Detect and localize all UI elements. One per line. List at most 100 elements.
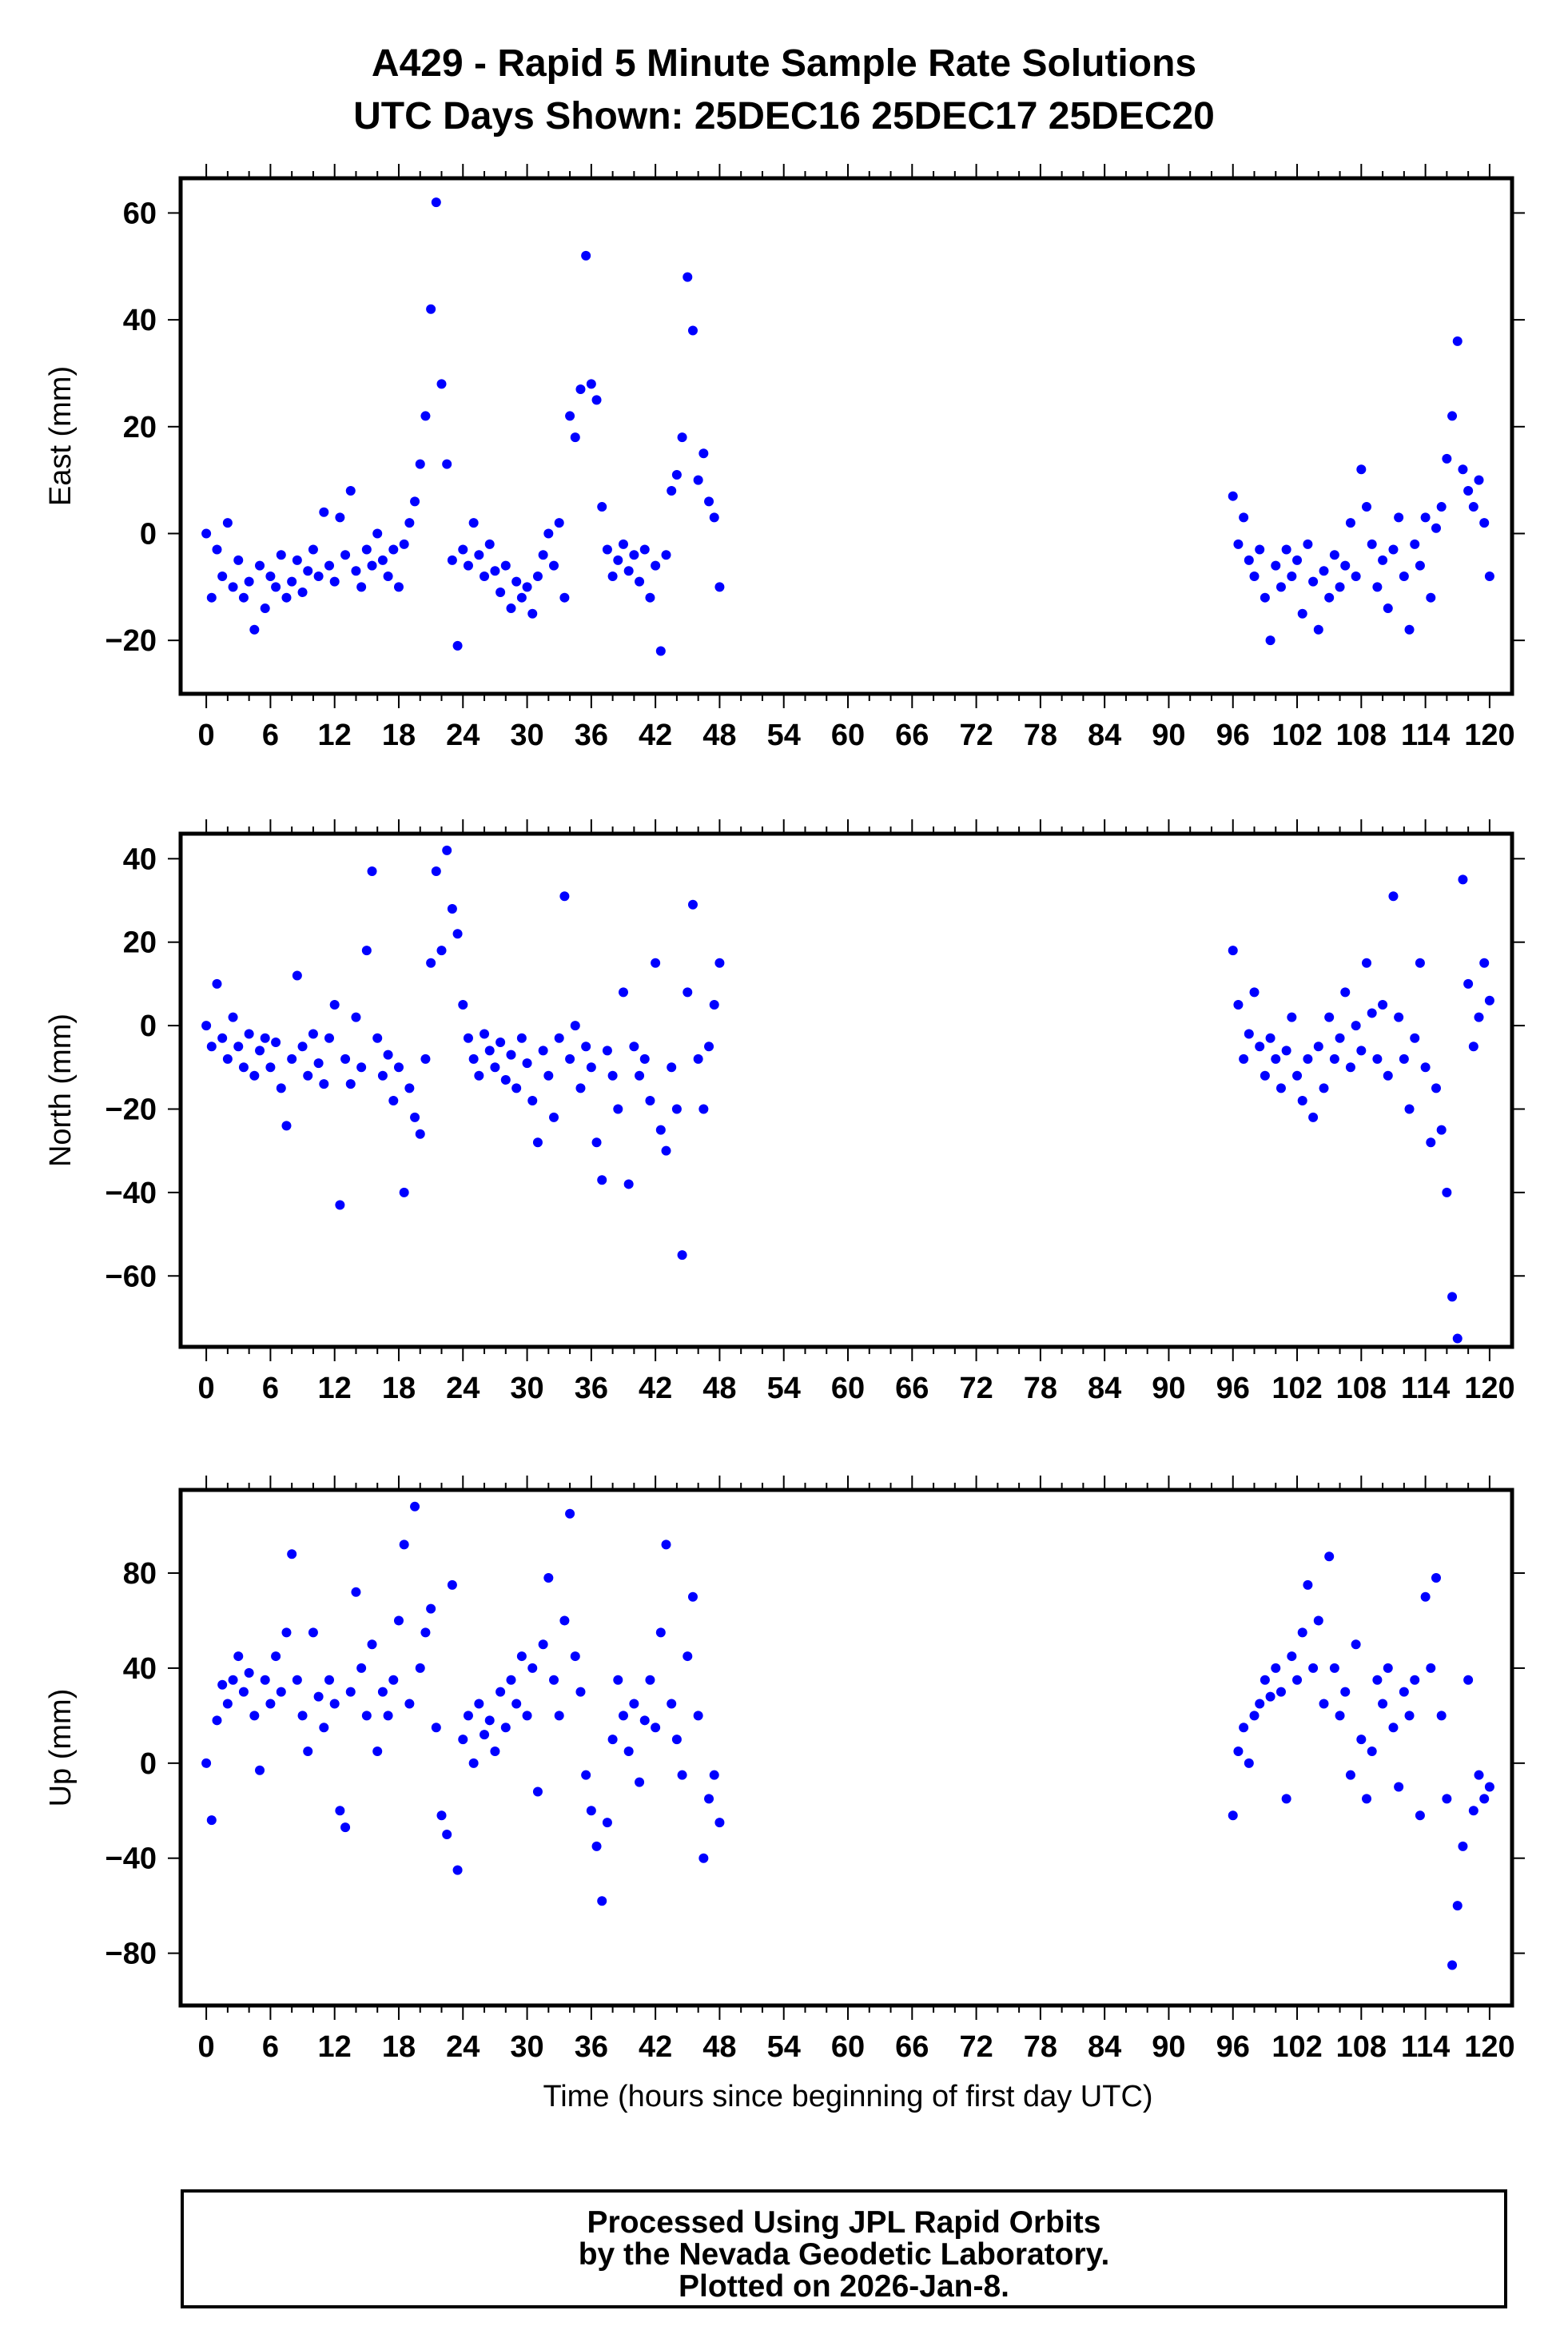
data-point (532, 1137, 543, 1148)
data-point (206, 592, 217, 603)
y-tick-label: 0 (140, 1747, 157, 1781)
data-point (1271, 560, 1281, 571)
data-point (474, 1070, 484, 1081)
data-point (490, 566, 500, 576)
x-tick-label: 84 (1088, 719, 1121, 752)
x-tick-label: 0 (198, 2030, 215, 2064)
data-point (377, 555, 388, 565)
data-point (1394, 1782, 1404, 1792)
data-point (484, 1715, 495, 1726)
x-tick-label: 120 (1464, 1372, 1514, 1405)
data-point (1399, 1687, 1409, 1697)
data-point (1275, 582, 1286, 592)
data-point (1249, 571, 1260, 581)
data-point (1319, 1699, 1329, 1709)
data-point (677, 432, 687, 443)
data-point (1239, 1054, 1249, 1064)
data-point (276, 550, 286, 560)
data-point (639, 1715, 650, 1726)
data-point (651, 958, 661, 968)
data-point (319, 507, 329, 517)
data-point (1260, 1675, 1270, 1685)
data-point (233, 1042, 244, 1052)
data-point (356, 582, 367, 592)
data-point (1319, 1083, 1329, 1093)
data-point (436, 946, 447, 956)
data-point (538, 1639, 548, 1650)
data-point (543, 528, 554, 539)
data-point (222, 1699, 233, 1709)
data-point (1345, 1770, 1355, 1780)
data-point (671, 469, 682, 480)
data-point (607, 1735, 618, 1745)
data-point (255, 560, 265, 571)
panel-north: 0 6 12 18 24 30 36 42 48 54 60 66 72 78 84 90 96 102 108 11… (44, 819, 1525, 1405)
data-point (212, 544, 222, 555)
data-point (480, 1730, 490, 1740)
data-point (1479, 1794, 1490, 1804)
data-point (1410, 1033, 1420, 1043)
data-point (1436, 1125, 1447, 1135)
data-point (484, 539, 495, 549)
x-tick-label: 18 (382, 2030, 416, 2064)
x-tick-label: 90 (1152, 1372, 1185, 1405)
data-point (635, 1777, 645, 1787)
data-point (1394, 512, 1404, 523)
x-tick-label: 36 (575, 2030, 608, 2064)
data-point (1351, 1021, 1361, 1031)
data-point (591, 395, 602, 405)
x-tick-label: 60 (831, 2030, 865, 2064)
data-point (1378, 1000, 1388, 1010)
data-point (1431, 1572, 1441, 1583)
x-tick-label: 114 (1401, 719, 1450, 752)
data-point (1463, 486, 1474, 496)
data-point (661, 1145, 671, 1156)
data-point (1340, 1687, 1351, 1697)
data-point (1388, 544, 1399, 555)
x-tick-label: 102 (1272, 2030, 1322, 2064)
data-point (415, 1129, 425, 1139)
data-point (635, 576, 645, 587)
y-tick-label: −20 (105, 624, 157, 658)
data-point (1292, 1675, 1303, 1685)
data-point (480, 571, 490, 581)
data-point (602, 1046, 612, 1056)
data-point (1394, 1012, 1404, 1022)
data-point (1233, 1746, 1244, 1756)
data-point (420, 1627, 431, 1638)
data-point (667, 1062, 677, 1073)
data-point (228, 1675, 238, 1685)
x-tick-label: 6 (262, 719, 279, 752)
x-tick-label: 72 (959, 2030, 993, 2064)
x-tick-label: 90 (1152, 719, 1185, 752)
x-tick-label: 120 (1464, 719, 1514, 752)
data-point (1324, 1012, 1335, 1022)
data-point (1484, 571, 1494, 581)
data-point (538, 1046, 548, 1056)
data-point (1260, 1070, 1270, 1081)
data-point (597, 1175, 607, 1185)
data-point (559, 592, 570, 603)
data-point (281, 592, 292, 603)
data-point (383, 571, 393, 581)
data-point (1303, 1054, 1313, 1064)
data-point (308, 544, 318, 555)
data-point (704, 1794, 714, 1804)
data-point (351, 566, 361, 576)
data-point (388, 1675, 399, 1685)
data-point (623, 1179, 634, 1189)
data-point (297, 1042, 308, 1052)
data-point (201, 1021, 212, 1031)
data-point (372, 1746, 383, 1756)
x-tick-label: 24 (446, 1372, 480, 1405)
x-tick-label: 66 (895, 2030, 929, 2064)
data-point (217, 1679, 228, 1690)
data-point (1452, 1333, 1463, 1344)
x-tick-label: 78 (1024, 719, 1057, 752)
data-point (651, 1723, 661, 1733)
data-point (238, 592, 249, 603)
x-tick-label: 18 (382, 719, 416, 752)
data-point (345, 486, 356, 496)
x-tick-label: 60 (831, 719, 865, 752)
data-point (388, 544, 399, 555)
